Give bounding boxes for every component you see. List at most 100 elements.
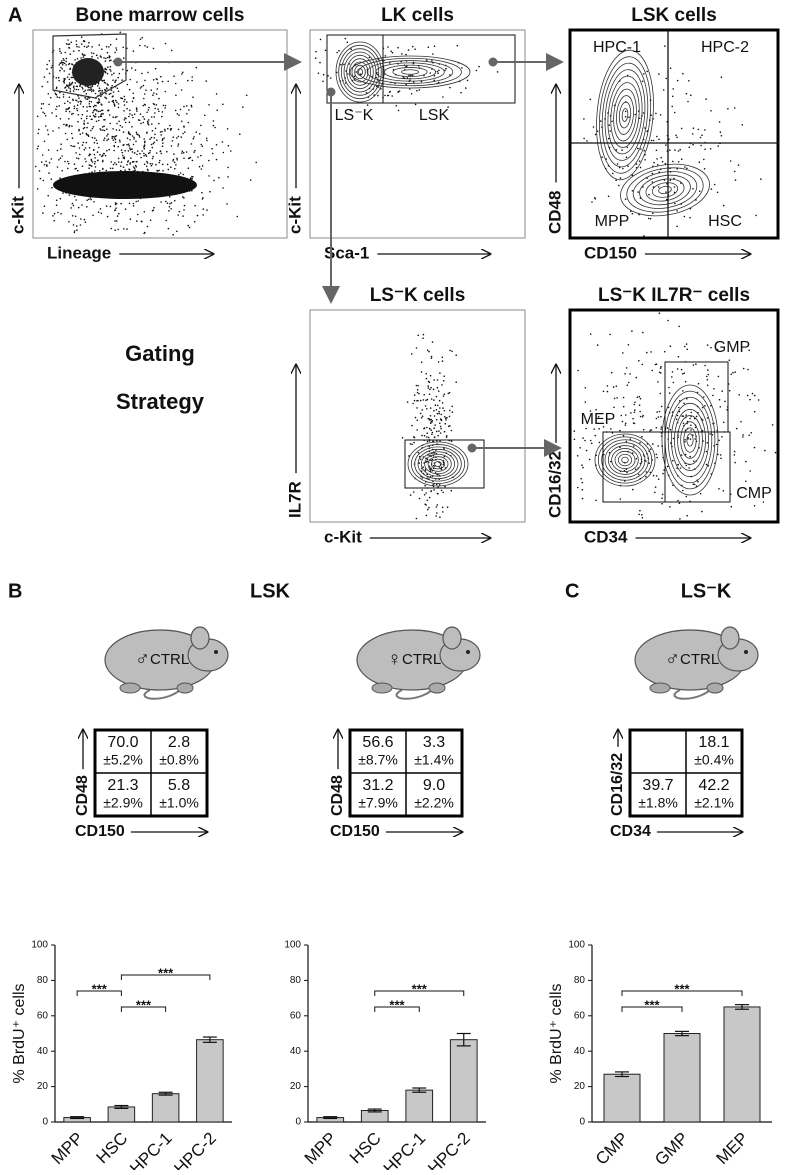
- event-dot: [735, 427, 738, 430]
- event-dot: [202, 214, 204, 216]
- event-dot: [131, 67, 133, 69]
- event-dot: [722, 204, 725, 207]
- significance-label: ***: [158, 965, 174, 980]
- event-dot: [607, 195, 610, 198]
- event-dot: [79, 100, 82, 102]
- event-dot: [137, 200, 139, 202]
- event-dot: [418, 497, 421, 500]
- event-dot: [101, 89, 103, 92]
- event-dot: [412, 402, 414, 405]
- event-dot: [134, 164, 137, 167]
- event-dot: [656, 411, 658, 413]
- event-dot: [178, 173, 180, 176]
- event-dot: [118, 139, 121, 141]
- event-dot: [162, 170, 164, 172]
- event-dot: [92, 105, 95, 108]
- event-dot: [440, 419, 443, 422]
- event-dot: [60, 52, 62, 54]
- event-dot: [693, 460, 695, 463]
- event-dot: [642, 331, 644, 334]
- plot-title: LS⁻K IL7R⁻ cells: [598, 285, 750, 306]
- event-dot: [440, 489, 443, 492]
- event-dot: [720, 76, 723, 78]
- event-dot: [103, 119, 105, 121]
- event-dot: [104, 89, 107, 92]
- event-dot: [104, 154, 107, 157]
- event-dot: [34, 165, 37, 168]
- event-dot: [389, 90, 392, 93]
- event-dot: [193, 151, 195, 153]
- error-bar: [367, 1108, 382, 1113]
- event-dot: [255, 161, 257, 164]
- event-dot: [643, 149, 646, 152]
- event-dot: [413, 436, 416, 439]
- event-dot: [422, 333, 425, 336]
- event-dot: [140, 156, 142, 159]
- event-dot: [139, 44, 141, 47]
- event-dot: [677, 150, 680, 152]
- event-dot: [116, 101, 118, 104]
- gate-label: HPC-1: [593, 39, 641, 56]
- event-dot: [689, 438, 692, 440]
- event-dot: [85, 98, 87, 100]
- event-dot: [75, 85, 78, 88]
- event-dot: [170, 208, 172, 210]
- event-dot: [439, 440, 441, 442]
- event-dot: [182, 173, 185, 176]
- event-dot: [107, 138, 110, 140]
- event-dot: [684, 439, 686, 441]
- event-dot: [433, 399, 435, 401]
- event-dot: [633, 411, 636, 414]
- event-dot: [437, 486, 439, 488]
- event-dot: [200, 168, 203, 170]
- error-bar: [456, 1032, 471, 1047]
- event-dot: [190, 104, 193, 107]
- event-dot: [715, 443, 718, 446]
- event-dot: [635, 376, 638, 379]
- event-dot: [99, 208, 102, 210]
- event-dot: [605, 158, 608, 160]
- event-dot: [42, 103, 45, 105]
- event-dot: [747, 368, 749, 371]
- event-dot: [673, 177, 675, 180]
- contour: [613, 88, 637, 142]
- event-dot: [619, 429, 621, 432]
- event-dot: [408, 88, 411, 90]
- event-dot: [425, 492, 427, 494]
- event-dot: [609, 333, 611, 336]
- event-dot: [315, 50, 317, 53]
- event-dot: [757, 399, 760, 401]
- event-dot: [132, 97, 135, 99]
- event-dot: [58, 105, 60, 107]
- event-dot: [52, 130, 54, 132]
- event-dot: [143, 138, 145, 140]
- dense-population: [72, 58, 104, 86]
- event-dot: [80, 117, 83, 120]
- gate: [382, 34, 516, 104]
- event-dot: [114, 203, 117, 206]
- event-dot: [656, 158, 658, 160]
- event-dot: [59, 91, 61, 94]
- contour: [616, 95, 634, 135]
- event-dot: [128, 88, 131, 91]
- event-dot: [56, 149, 59, 152]
- event-dot: [676, 368, 679, 370]
- event-dot: [592, 126, 595, 128]
- event-dot: [151, 157, 154, 160]
- event-dot: [610, 460, 612, 463]
- event-dot: [697, 128, 700, 131]
- event-dot: [88, 100, 91, 103]
- event-dot: [655, 427, 658, 429]
- event-dot: [81, 86, 83, 89]
- event-dot: [143, 154, 145, 157]
- event-dot: [176, 157, 178, 160]
- event-dot: [132, 92, 134, 95]
- event-dot: [720, 135, 723, 137]
- event-dot: [697, 480, 699, 483]
- event-dot: [424, 405, 427, 407]
- event-dot: [713, 388, 715, 390]
- event-dot: [624, 110, 627, 113]
- event-dot: [581, 488, 584, 491]
- event-dot: [114, 51, 116, 54]
- event-dot: [705, 450, 708, 453]
